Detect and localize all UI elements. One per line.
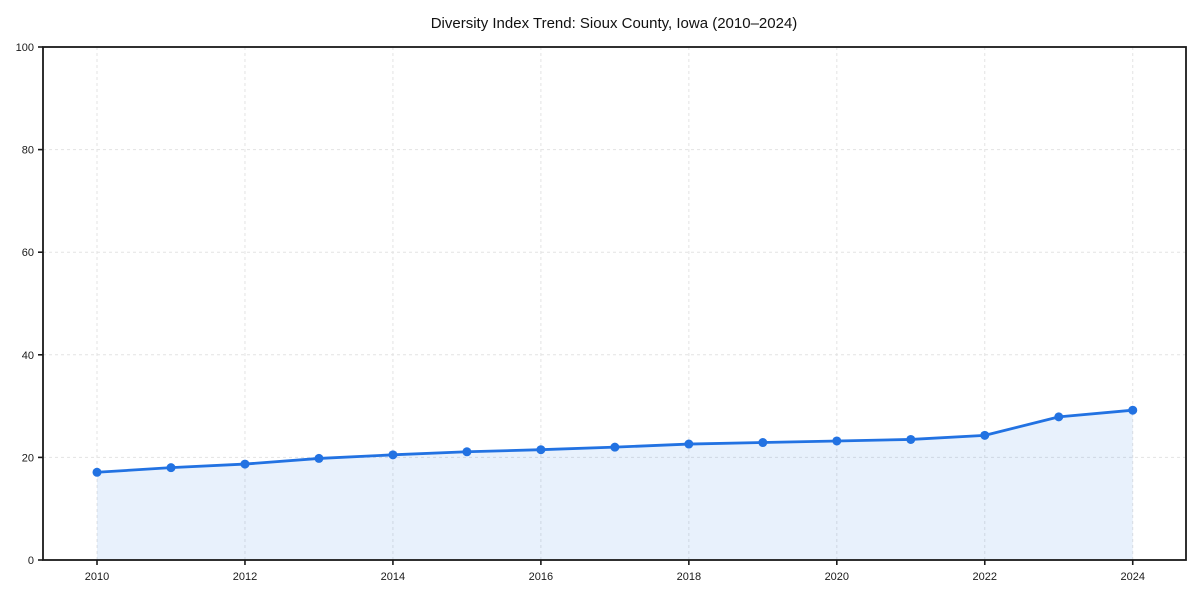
axes-layer: 2010 2012 2014 2016 2018 2020 2022 2024 0 20 40 60 8… [16,42,1187,583]
data-point-2013 [314,453,324,463]
x-tick-label-2012: 2012 [233,571,257,583]
data-point-2014 [388,450,398,460]
data-point-2021 [906,434,916,444]
x-tick-label-2024: 2024 [1120,571,1144,583]
data-point-2024 [1128,405,1138,415]
area-fill [97,410,1133,560]
series-layer [92,405,1138,560]
y-tick-label-100: 100 [16,42,34,54]
grid-layer [43,47,1186,560]
chart-title: Diversity Index Trend: Sioux County, Iow… [431,15,798,32]
data-point-2017 [610,442,620,452]
data-point-2010 [92,467,102,477]
x-tick-label-2018: 2018 [677,571,701,583]
y-tick-label-60: 60 [22,247,34,259]
x-tick-label-2010: 2010 [85,571,109,583]
data-point-2011 [166,463,176,473]
x-tick-label-2014: 2014 [381,571,405,583]
y-tick-label-80: 80 [22,145,34,157]
x-tick-label-2022: 2022 [973,571,997,583]
y-tick-label-0: 0 [28,555,34,567]
data-point-2020 [832,436,842,446]
data-point-2023 [1054,412,1064,422]
plot-border [42,46,1187,561]
data-point-2012 [240,459,250,469]
data-point-2018 [684,439,694,449]
y-tick-label-20: 20 [22,452,34,464]
data-point-2022 [980,430,990,440]
y-tick-label-40: 40 [22,350,34,362]
data-point-2019 [758,438,768,448]
x-tick-label-2020: 2020 [825,571,849,583]
data-point-2015 [462,447,472,457]
data-point-2016 [536,445,546,455]
x-tick-label-2016: 2016 [529,571,553,583]
